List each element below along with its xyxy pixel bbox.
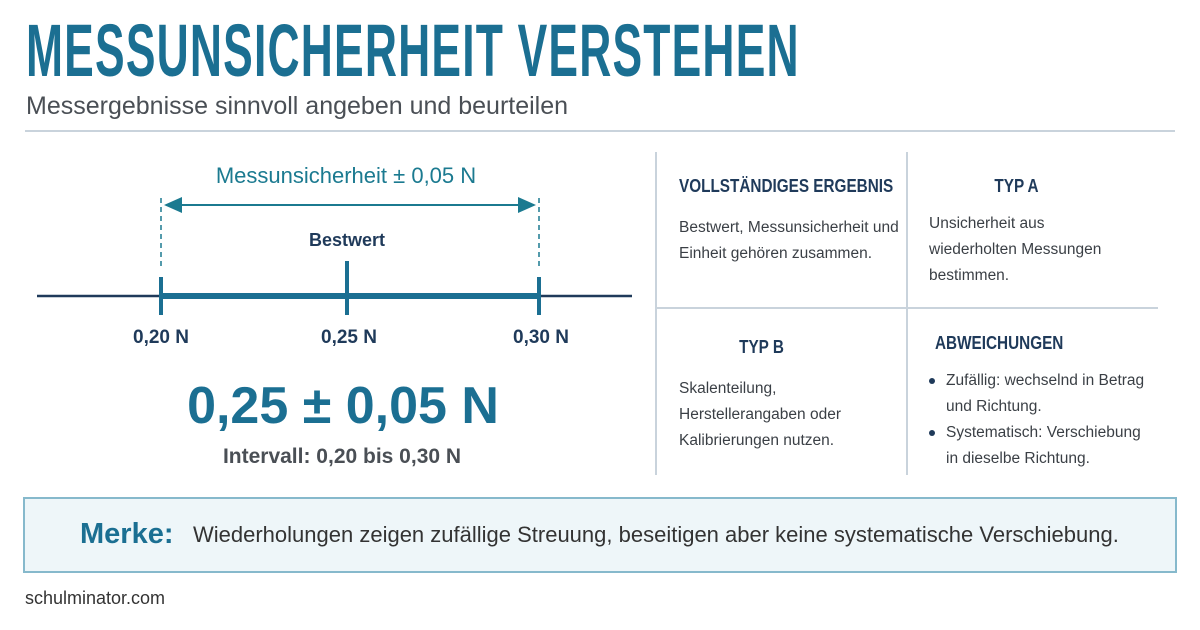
center-label: Bestwert — [309, 230, 385, 250]
divider — [25, 130, 1175, 132]
card-title: TYP B — [739, 337, 784, 357]
card-title: TYP A — [994, 176, 1039, 196]
card-title: VOLLSTÄNDIGES ERGEBNIS — [679, 176, 894, 196]
grid-divider — [655, 307, 1158, 309]
card-text: Unsicherheit aus wiederholten Messungen … — [929, 215, 1102, 284]
card: TYP A Unsicherheit aus wiederholten Mess… — [929, 176, 1129, 289]
card: TYP B Skalenteilung, Herstellerangaben o… — [679, 337, 869, 454]
note-box: Merke: Wiederholungen zeigen zufällige S… — [23, 497, 1177, 573]
tick-label: 0,20 N — [133, 327, 189, 348]
number-line-diagram: Messunsicherheit ± 0,05 N Bestwert 0,20 … — [37, 163, 632, 468]
tick-label: 0,25 N — [321, 327, 377, 348]
footer: schulminator.com — [25, 588, 166, 608]
span-label: Messunsicherheit ± 0,05 N — [216, 163, 476, 188]
grid-divider — [906, 152, 908, 475]
interval: Intervall: 0,20 bis 0,30 N — [223, 445, 461, 468]
result: 0,25 ± 0,05 N — [187, 377, 499, 435]
tick-label: 0,30 N — [513, 327, 569, 348]
list-item: Zufällig: wechselnd in Betrag und Richtu… — [926, 368, 1156, 420]
card-list: Zufällig: wechselnd in Betrag und Richtu… — [926, 368, 1156, 472]
subtitle: Messergebnisse sinnvoll angeben und beur… — [26, 92, 569, 120]
card-text: Bestwert, Messunsicherheit und Einheit g… — [679, 219, 899, 262]
card-text: Skalenteilung, Herstellerangaben oder Ka… — [679, 380, 841, 449]
note-text: Wiederholungen zeigen zufällige Streuung… — [193, 522, 1119, 547]
list-item: Systematisch: Verschiebung in dieselbe R… — [926, 420, 1156, 472]
card: ABWEICHUNGEN Zufällig: wechselnd in Betr… — [926, 333, 1156, 472]
note-label: Merke: — [80, 518, 174, 550]
card: VOLLSTÄNDIGES ERGEBNIS Bestwert, Messuns… — [679, 176, 899, 267]
card-title: ABWEICHUNGEN — [935, 333, 1064, 353]
grid-divider — [655, 152, 657, 475]
title: MESSUNSICHERHEIT VERSTEHEN — [26, 9, 800, 92]
